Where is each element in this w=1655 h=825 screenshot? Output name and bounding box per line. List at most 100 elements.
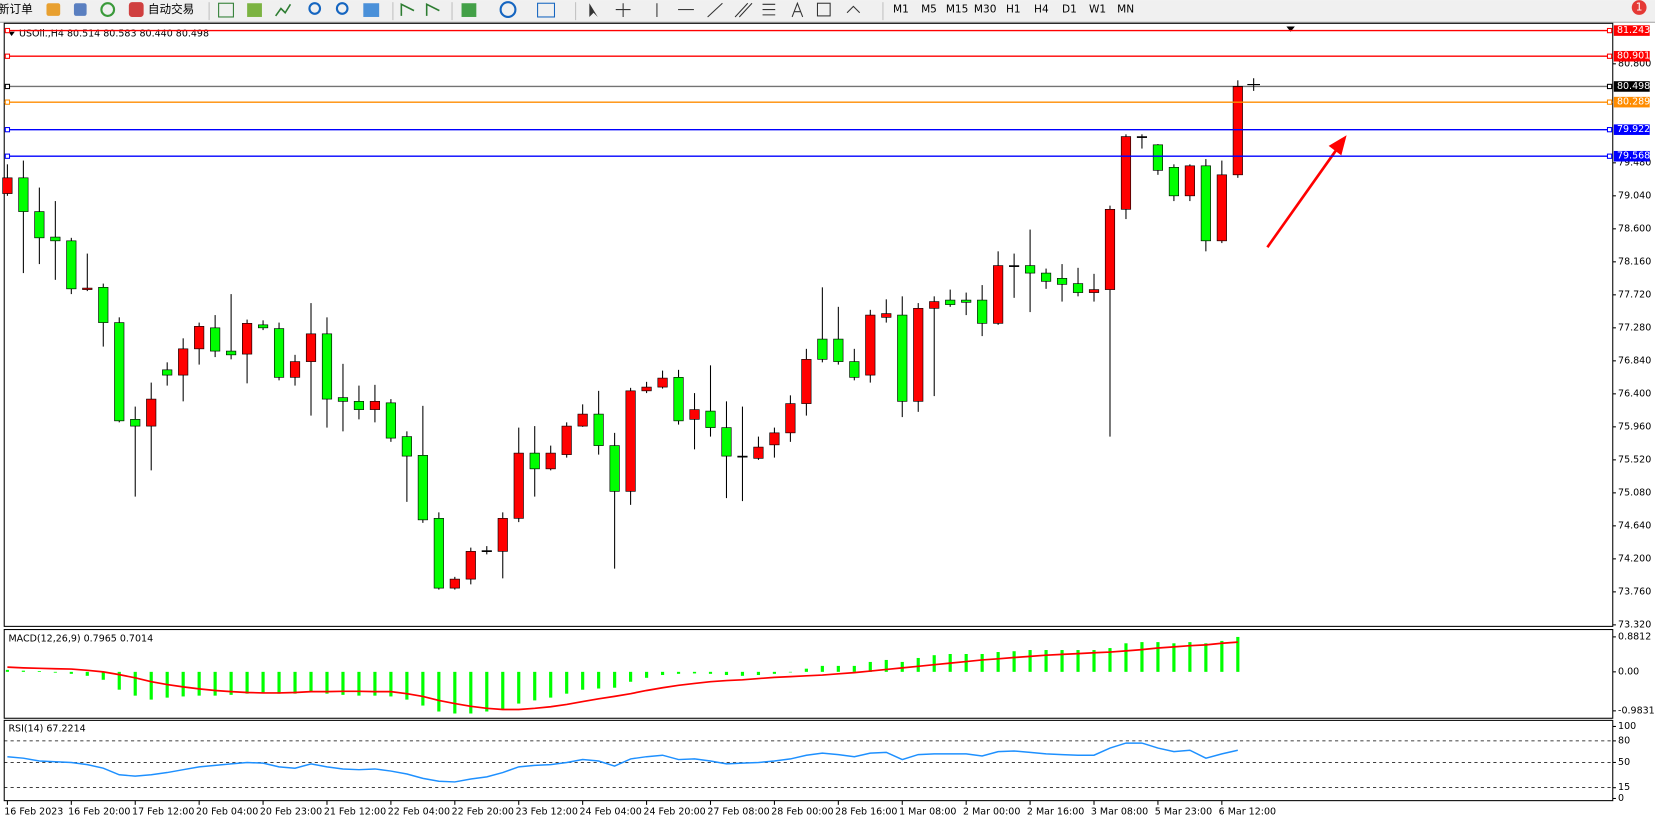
periods-icon[interactable] bbox=[499, 1, 517, 19]
macd-histogram-bar bbox=[325, 671, 329, 694]
price-line-handle bbox=[4, 27, 11, 34]
notification-count: 1 bbox=[1636, 1, 1643, 13]
macd-histogram-bar bbox=[181, 671, 185, 697]
macd-histogram-bar bbox=[501, 671, 505, 710]
price-label: 81.243 bbox=[1617, 25, 1650, 36]
icon[interactable] bbox=[73, 3, 87, 16]
candle-body bbox=[146, 398, 157, 427]
notification-badge[interactable] bbox=[1631, 0, 1647, 15]
macd-histogram-bar bbox=[756, 671, 761, 676]
cursor-icon[interactable] bbox=[589, 3, 598, 17]
timeframe-button[interactable]: M1 bbox=[893, 4, 909, 16]
macd-histogram-bar bbox=[932, 655, 936, 672]
macd-histogram-bar bbox=[1092, 650, 1096, 672]
macd-title: MACD(12,26,9) 0.7965 0.7014 bbox=[8, 634, 153, 645]
macd-histogram-bar bbox=[820, 665, 824, 672]
annotation-arrow bbox=[1266, 145, 1341, 248]
x-tick-label: 20 Feb 04:00 bbox=[196, 807, 258, 818]
macd-histogram-bar bbox=[1140, 642, 1144, 672]
candle-body bbox=[497, 518, 508, 552]
timeframe-button[interactable]: H4 bbox=[1034, 4, 1049, 16]
fibo-icon[interactable] bbox=[762, 3, 776, 16]
tile-icon[interactable] bbox=[363, 3, 380, 17]
y-tick-label: 77.280 bbox=[1618, 322, 1651, 333]
macd-histogram-bar bbox=[1012, 651, 1016, 672]
candle-body bbox=[321, 333, 333, 400]
candle-body bbox=[1216, 174, 1227, 242]
candle-body bbox=[130, 419, 141, 427]
macd-histogram-bar bbox=[437, 671, 441, 712]
candle-body bbox=[609, 445, 620, 492]
macd-histogram-bar bbox=[341, 671, 345, 695]
y-tick-label: 78.600 bbox=[1618, 223, 1651, 234]
zoom-in-icon[interactable] bbox=[308, 2, 322, 15]
timeframe-button[interactable]: M5 bbox=[921, 4, 937, 16]
macd-histogram-bar bbox=[1028, 650, 1032, 672]
bar-chart-icon[interactable] bbox=[218, 2, 234, 18]
x-tick-label: 16 Feb 20:00 bbox=[68, 807, 130, 818]
macd-histogram-bar bbox=[389, 671, 393, 697]
candle-body bbox=[945, 299, 956, 305]
auto-trading-button[interactable]: 自动交易 bbox=[148, 2, 194, 16]
y-tick-label: 75.080 bbox=[1618, 487, 1651, 498]
candle-body bbox=[465, 551, 476, 580]
trendline-icon[interactable] bbox=[707, 2, 723, 18]
line-chart-icon[interactable] bbox=[275, 3, 292, 17]
arrows-icon[interactable] bbox=[846, 5, 861, 14]
shift-icon[interactable] bbox=[425, 3, 440, 16]
y-tick-label: 76.400 bbox=[1618, 388, 1651, 399]
macd-histogram-bar bbox=[1124, 643, 1128, 672]
templates-icon[interactable] bbox=[537, 2, 556, 18]
y-tick-label: 75.960 bbox=[1618, 421, 1651, 432]
macd-histogram-bar bbox=[149, 671, 153, 700]
candle-body bbox=[210, 327, 221, 352]
macd-histogram-bar bbox=[453, 671, 457, 714]
zoom-out-icon[interactable] bbox=[335, 2, 349, 15]
text-icon[interactable] bbox=[791, 1, 804, 18]
candle-body bbox=[1200, 165, 1211, 242]
y-tick-label: 73.760 bbox=[1618, 586, 1651, 597]
icon[interactable] bbox=[46, 3, 61, 16]
macd-histogram-bar bbox=[1108, 648, 1112, 672]
auto-trading-icon[interactable] bbox=[128, 2, 144, 17]
candle-body bbox=[34, 211, 45, 239]
x-tick-label: 28 Feb 00:00 bbox=[771, 807, 833, 818]
macd-histogram-bar bbox=[916, 657, 920, 672]
macd-histogram-bar bbox=[213, 671, 217, 696]
y-tick-label: 74.640 bbox=[1618, 520, 1651, 531]
price-line-handle bbox=[4, 99, 11, 105]
candle-body bbox=[401, 436, 412, 457]
timeframe-button[interactable]: MN bbox=[1117, 4, 1134, 16]
candle-body bbox=[1152, 144, 1163, 171]
macd-histogram-bar bbox=[1076, 650, 1080, 672]
macd-histogram-bar bbox=[309, 671, 313, 692]
timeframe-button[interactable]: H1 bbox=[1006, 4, 1021, 16]
candle-body bbox=[481, 550, 492, 552]
scroll-icon[interactable] bbox=[400, 3, 415, 16]
annotation-arrow-head bbox=[1328, 135, 1347, 156]
timeframe-button[interactable]: W1 bbox=[1089, 4, 1106, 16]
candle-body bbox=[769, 432, 780, 446]
macd-histogram-bar bbox=[357, 671, 361, 696]
label-icon[interactable] bbox=[816, 2, 831, 17]
price-line-handle bbox=[4, 83, 11, 90]
candle-body bbox=[433, 518, 444, 589]
candle-body bbox=[1120, 136, 1132, 210]
channel-icon[interactable] bbox=[734, 2, 753, 18]
candle-body bbox=[1056, 278, 1068, 285]
new-order-button[interactable]: 新订单 bbox=[0, 2, 33, 16]
macd-signal-line bbox=[7, 641, 1238, 711]
timeframe-button[interactable]: D1 bbox=[1062, 4, 1077, 16]
indicators-icon[interactable] bbox=[461, 3, 477, 17]
candle-chart-icon[interactable] bbox=[247, 3, 262, 17]
timeframe-button[interactable]: M30 bbox=[974, 4, 997, 16]
timeframe-button[interactable]: M15 bbox=[946, 4, 969, 16]
x-tick-label: 5 Mar 23:00 bbox=[1155, 807, 1212, 818]
icon[interactable] bbox=[100, 2, 116, 17]
macd-histogram-bar bbox=[980, 653, 984, 672]
candle-body bbox=[1088, 289, 1100, 293]
macd-histogram-bar bbox=[37, 671, 41, 672]
x-tick-label: 16 Feb 2023 bbox=[4, 807, 63, 818]
crosshair-icon[interactable] bbox=[615, 3, 631, 17]
